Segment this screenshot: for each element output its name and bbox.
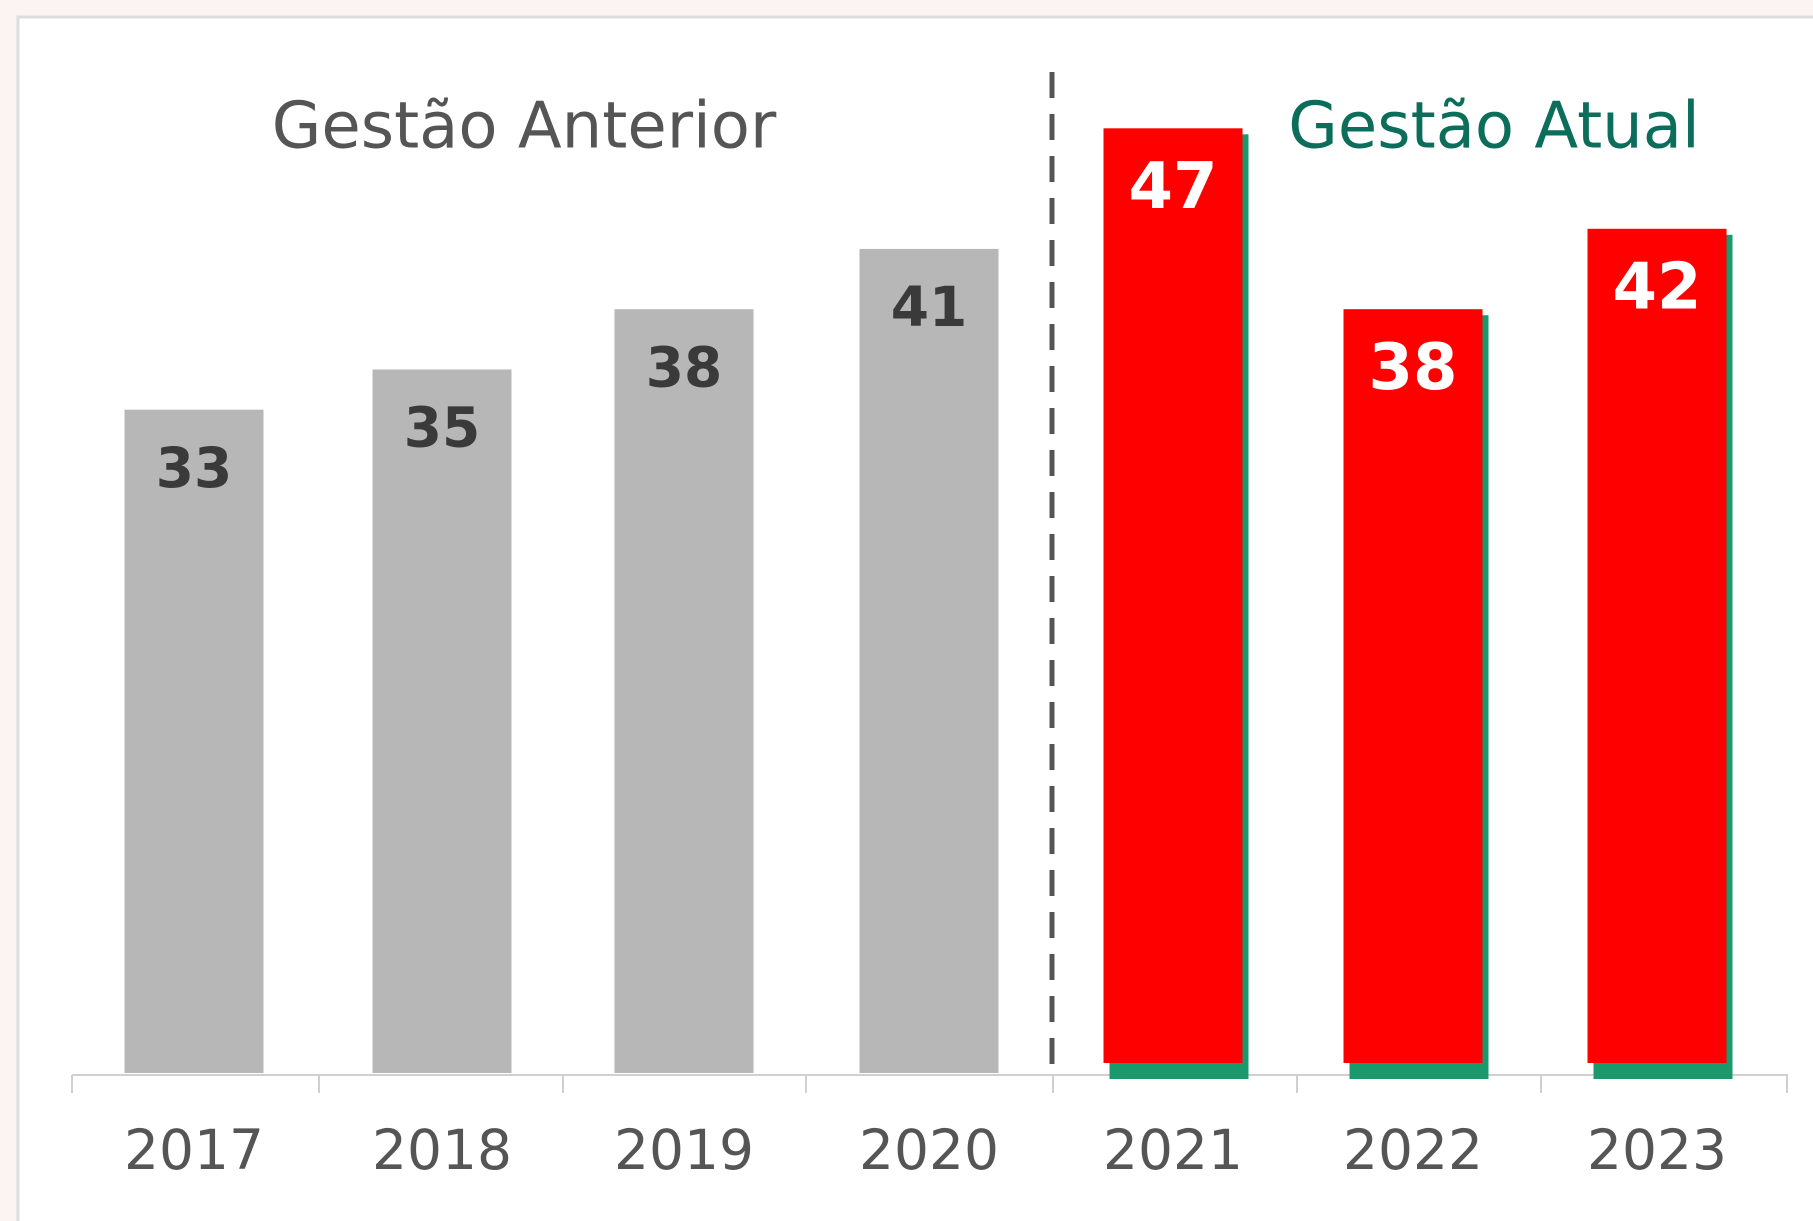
value-label: 33: [156, 436, 233, 500]
value-label: 41: [891, 275, 968, 339]
bar: [1587, 228, 1727, 1064]
x-tick-label: 2023: [1587, 1118, 1727, 1182]
bar: [1343, 309, 1483, 1063]
bar: [614, 309, 754, 1073]
value-label: 35: [404, 396, 481, 460]
value-label: 47: [1128, 150, 1217, 224]
annotation: Gestão Anterior: [272, 90, 777, 164]
value-label: 42: [1612, 250, 1701, 324]
bar: [859, 248, 999, 1073]
bar: [372, 369, 512, 1073]
x-tick-label: 2017: [124, 1118, 264, 1182]
bar: [1103, 128, 1243, 1064]
x-tick-label: 2018: [372, 1118, 512, 1182]
value-label: 38: [646, 335, 723, 399]
value-label: 38: [1368, 331, 1457, 405]
x-tick-label: 2021: [1103, 1118, 1243, 1182]
x-tick-label: 2019: [614, 1118, 754, 1182]
x-tick-label: 2022: [1343, 1118, 1483, 1182]
annotation: Gestão Atual: [1288, 90, 1699, 164]
bar: [124, 409, 264, 1073]
x-tick-label: 2020: [859, 1118, 999, 1182]
